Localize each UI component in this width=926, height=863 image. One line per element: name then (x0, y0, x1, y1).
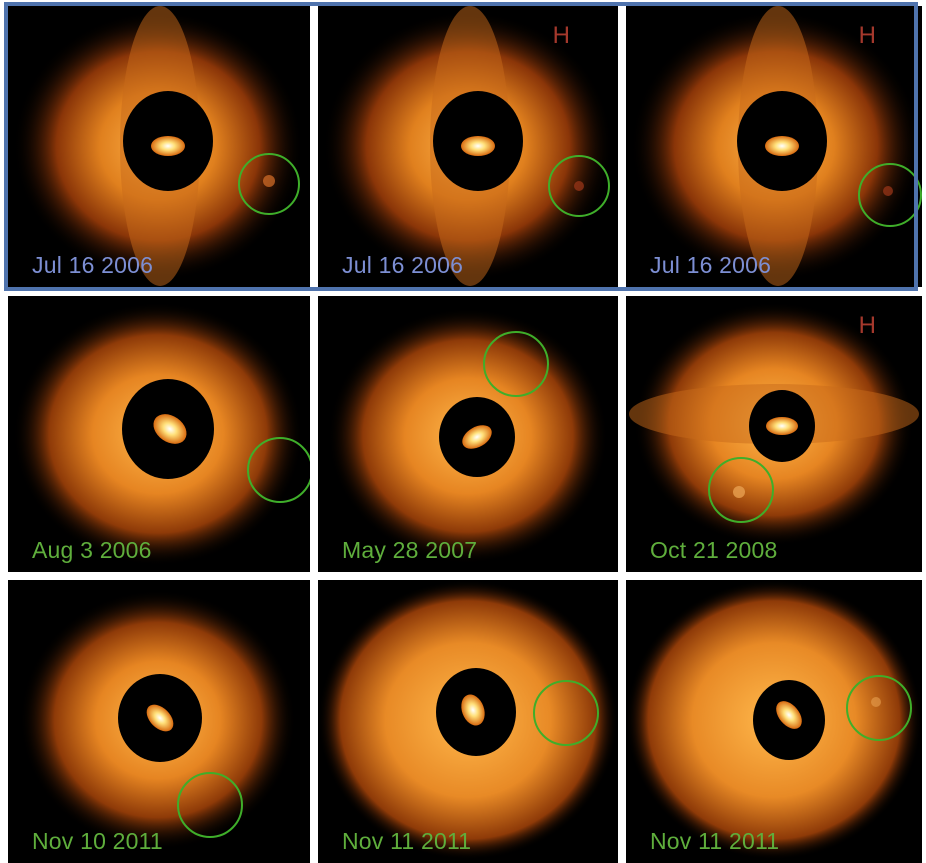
star-image (328, 308, 608, 564)
star-core (765, 136, 799, 156)
band-label: H (552, 22, 570, 49)
image-panel-4: Aug 3 2006 (8, 296, 310, 572)
image-panel-6: Oct 21 2008 H (626, 296, 922, 572)
companion-circle (533, 680, 599, 746)
star-core (461, 694, 485, 726)
companion-circle (858, 163, 922, 227)
date-label: Nov 11 2011 (342, 828, 472, 854)
star-image (20, 590, 296, 850)
companion-circle (846, 675, 912, 741)
star-image (13, 6, 303, 286)
companion (871, 697, 881, 707)
star-image (629, 302, 919, 546)
star-image (631, 6, 922, 286)
companion-circle (548, 155, 610, 217)
companion-circle (483, 331, 549, 397)
star-image (323, 6, 613, 286)
companion (733, 486, 745, 498)
companion-circle (177, 772, 243, 838)
star-core (151, 136, 185, 156)
date-label: Aug 3 2006 (32, 537, 152, 563)
image-panel-2: Jul 16 2006 H (318, 6, 618, 287)
date-label: Nov 11 2011 (650, 828, 780, 854)
date-label: Jul 16 2006 (32, 252, 154, 278)
date-label: Nov 10 2011 (32, 828, 163, 854)
date-label: Oct 21 2008 (650, 537, 778, 563)
star-core (461, 136, 495, 156)
star-core (766, 417, 798, 435)
band-label: H (858, 312, 876, 339)
image-panel-3: Jul 16 2006 H (626, 6, 922, 287)
date-label: Jul 16 2006 (342, 252, 464, 278)
image-panel-7: Nov 10 2011 (8, 580, 310, 863)
star-image (13, 302, 310, 566)
star-core (776, 701, 802, 729)
date-label: May 28 2007 (342, 537, 478, 563)
star-core (462, 425, 492, 449)
image-panel-9: Nov 11 2011 (626, 580, 922, 863)
companion-circle (238, 153, 300, 215)
image-panel-8: Nov 11 2011 (318, 580, 618, 863)
star-image (318, 580, 618, 860)
companion (883, 186, 893, 196)
star-core (146, 704, 174, 732)
companion-circle (247, 437, 310, 503)
band-label: H (858, 22, 876, 49)
image-panel-5: May 28 2007 (318, 296, 618, 572)
companion-circle (708, 457, 774, 523)
star-core (153, 414, 187, 444)
date-label: Jul 16 2006 (650, 252, 772, 278)
star-image (626, 580, 922, 860)
image-panel-1: Jul 16 2006 (8, 6, 310, 287)
companion (263, 175, 275, 187)
companion (574, 181, 584, 191)
